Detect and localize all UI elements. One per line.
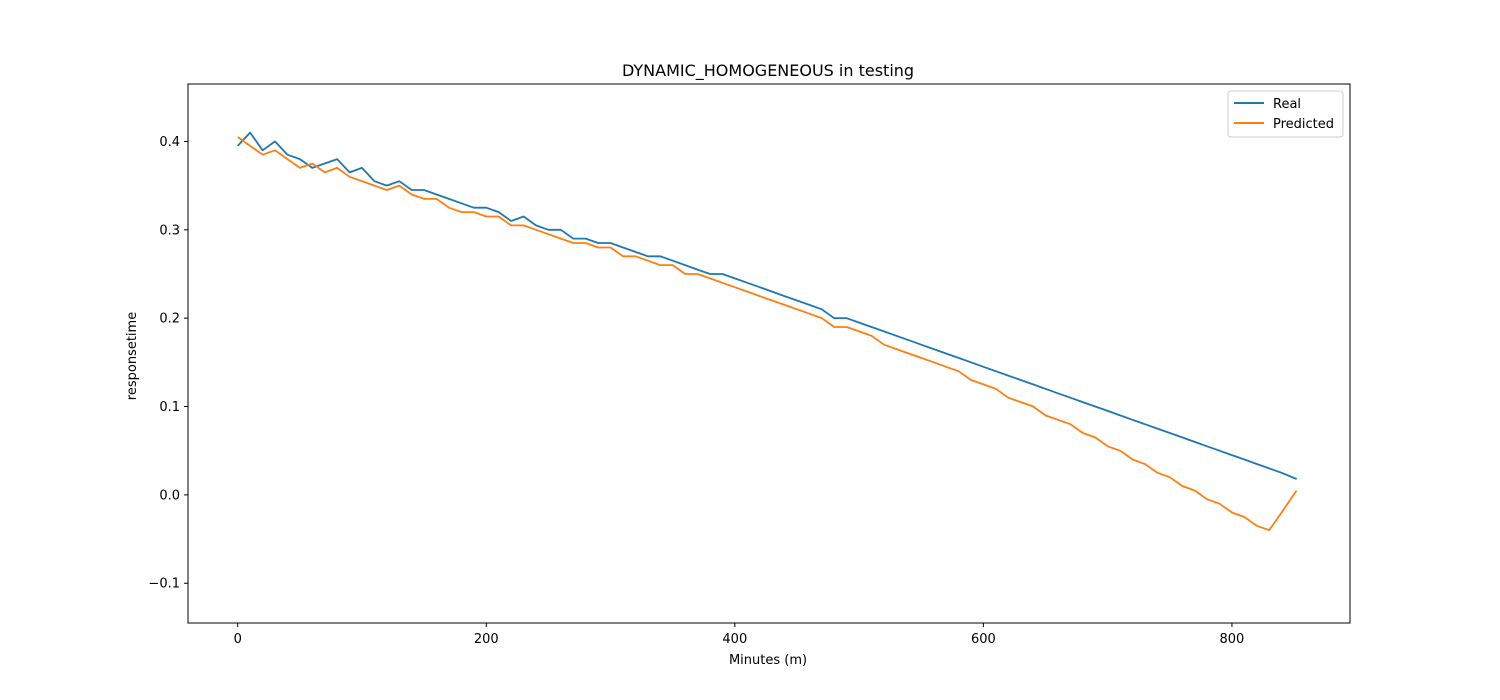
y-tick-label: 0.2 <box>159 312 180 327</box>
series-layer <box>237 131 1298 532</box>
legend-label-predicted: Predicted <box>1273 117 1334 132</box>
x-tick-label: 0 <box>234 632 242 647</box>
y-tick-label: 0.1 <box>159 400 180 415</box>
x-tick-label: 400 <box>722 632 747 647</box>
y-axis-label: responsetime <box>125 312 140 400</box>
x-tick-label: 200 <box>474 632 499 647</box>
series-line-predicted <box>237 136 1298 532</box>
y-tick-label: −0.1 <box>148 577 180 592</box>
x-axis-label: Minutes (m) <box>729 653 807 668</box>
chart-title: DYNAMIC_HOMOGENEOUS in testing <box>622 61 914 81</box>
plot-frame <box>187 83 1351 624</box>
x-tick-label: 600 <box>971 632 996 647</box>
y-tick-label: 0.3 <box>159 223 180 238</box>
legend: Real Predicted <box>1227 90 1344 138</box>
x-axis-ticks: 0 200 400 600 800 <box>234 623 1245 647</box>
x-tick-label: 800 <box>1220 632 1245 647</box>
legend-label-real: Real <box>1273 97 1301 112</box>
series-line-real <box>237 131 1297 480</box>
y-axis-ticks: −0.1 0.0 0.1 0.2 0.3 0.4 <box>148 135 188 592</box>
plot-area <box>187 83 1351 624</box>
y-tick-label: 0.4 <box>159 135 180 150</box>
y-tick-label: 0.0 <box>159 488 180 503</box>
